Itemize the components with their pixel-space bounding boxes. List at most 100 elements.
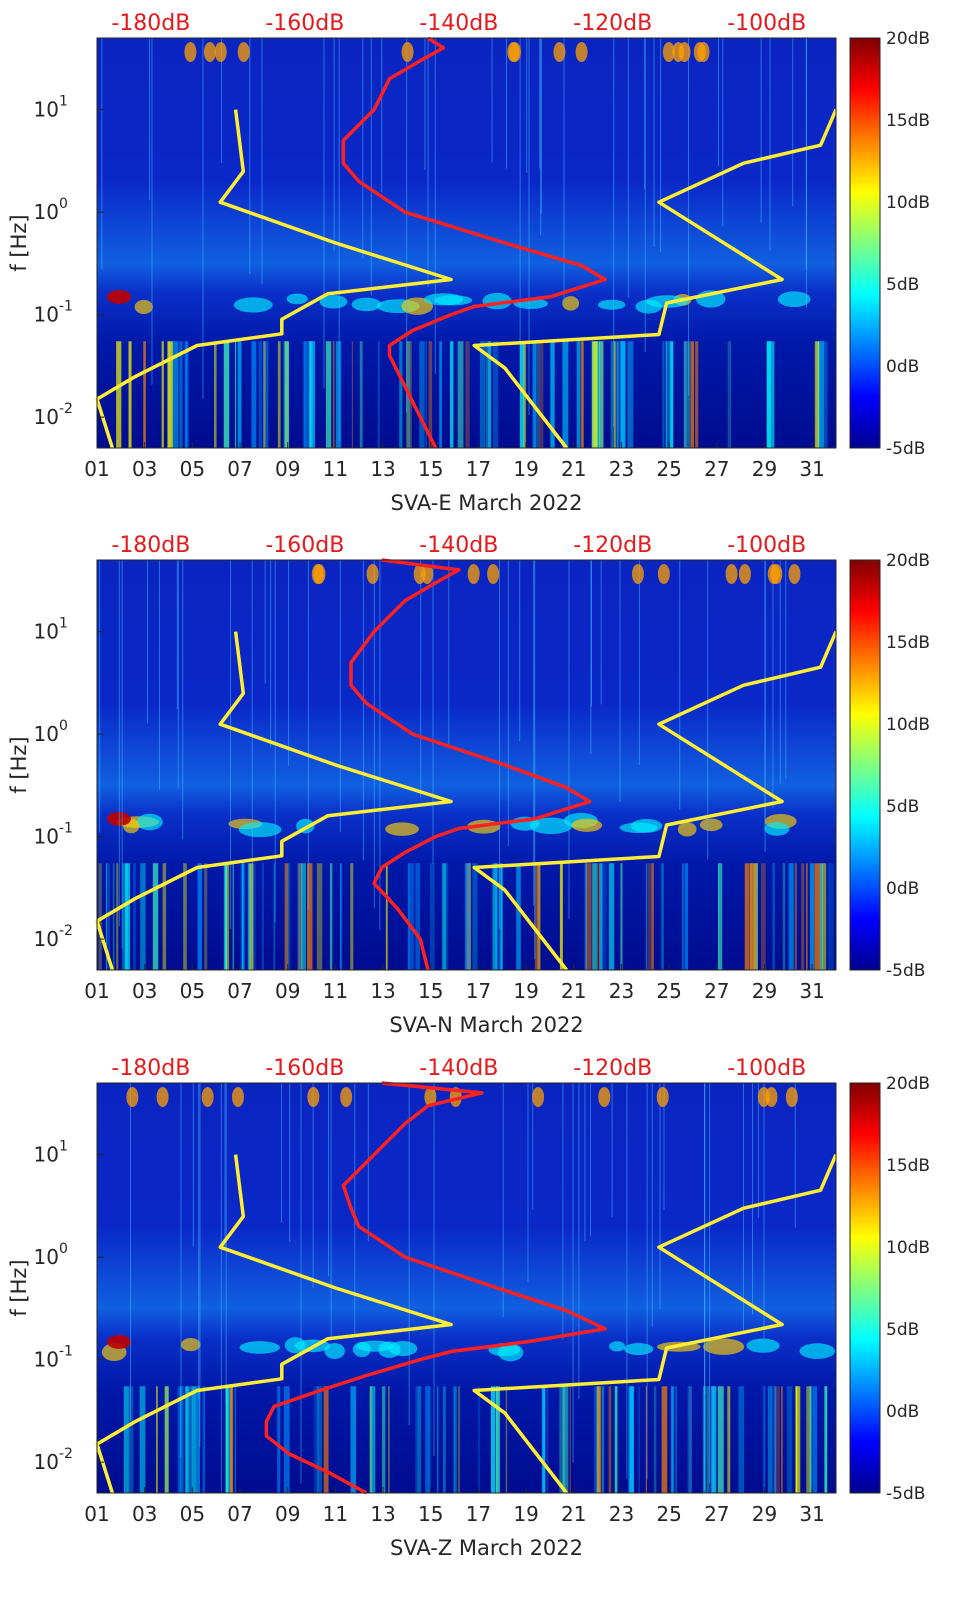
x-tick-label: 31 — [799, 979, 824, 1003]
top-db-tick-label: -140dB — [419, 533, 498, 558]
top-db-tick-label: -120dB — [573, 1056, 652, 1081]
colorbar-tick-label: 5dB — [886, 1320, 919, 1340]
spectrogram-streaks — [101, 1083, 836, 1493]
colorbar: 20dB 15dB 10dB 5dB 0dB -5dB — [849, 551, 930, 981]
colorbar-scale — [849, 1082, 881, 1494]
y-tick-exponent: -1 — [59, 821, 73, 837]
x-tick-label: 09 — [275, 457, 300, 481]
y-tick-exponent: -2 — [59, 923, 73, 939]
colorbar-tick-label: 20dB — [886, 29, 930, 49]
colorbar-tick-label: 10dB — [886, 1238, 930, 1258]
x-tick-label: 29 — [752, 1502, 777, 1526]
x-tick-label: 17 — [466, 1502, 491, 1526]
x-tick-label: 09 — [275, 1502, 300, 1526]
x-tick-label: 19 — [513, 457, 538, 481]
x-tick-label: 11 — [323, 457, 348, 481]
x-tick-label: 01 — [84, 457, 109, 481]
spectrogram-streaks — [101, 38, 828, 448]
noise-psd-curve — [349, 558, 592, 971]
y-tick-exponent: -1 — [59, 299, 73, 315]
y-tick-label: 10 — [34, 620, 59, 644]
x-tick-label: 09 — [275, 979, 300, 1003]
x-tick-label: 05 — [180, 457, 205, 481]
colorbar: 20dB 15dB 10dB 5dB 0dB -5dB — [849, 29, 930, 459]
top-db-tick-label: -160dB — [265, 533, 344, 558]
x-tick-label: 13 — [370, 979, 395, 1003]
x-tick-label: 07 — [227, 1502, 252, 1526]
top-db-axis: -180dB -160dB -140dB -120dB -100dB — [111, 533, 806, 558]
x-axis-label: SVA-E March 2022 — [391, 491, 583, 515]
x-tick-label: 27 — [704, 979, 729, 1003]
x-tick-label: 17 — [466, 457, 491, 481]
x-tick-label: 23 — [609, 979, 634, 1003]
x-tick-label: 27 — [704, 1502, 729, 1526]
x-tick-label: 19 — [513, 1502, 538, 1526]
model-curve-high — [472, 108, 838, 450]
y-tick-label: 10 — [34, 927, 59, 951]
noise-psd-curve — [264, 1081, 607, 1495]
y-tick-label: 10 — [34, 405, 59, 429]
x-axis: 01 03 05 07 09 11 13 15 17 19 21 23 25 27 29 31 — [84, 442, 825, 481]
x-tick-label: 07 — [227, 979, 252, 1003]
top-db-tick-label: -120dB — [573, 533, 652, 558]
noise-psd-curve — [341, 36, 607, 449]
x-tick-label: 11 — [323, 979, 348, 1003]
colorbar: 20dB 15dB 10dB 5dB 0dB -5dB — [849, 1074, 930, 1504]
x-tick-label: 01 — [84, 1502, 109, 1526]
x-tick-label: 21 — [561, 1502, 586, 1526]
y-tick-label: 10 — [34, 722, 59, 746]
top-db-tick-label: -160dB — [265, 11, 344, 36]
y-tick-label: 10 — [34, 98, 59, 122]
model-curve-high — [472, 630, 838, 972]
x-tick-label: 25 — [656, 979, 681, 1003]
x-tick-label: 13 — [370, 457, 395, 481]
colorbar-tick-label: 10dB — [886, 193, 930, 213]
colorbar-scale — [849, 37, 881, 449]
colorbar-tick-label: 0dB — [886, 1402, 919, 1422]
y-tick-exponent: 1 — [59, 616, 68, 632]
y-tick-label: 10 — [34, 200, 59, 224]
y-tick-label: 10 — [34, 1245, 59, 1269]
colorbar-tick-label: 10dB — [886, 715, 930, 735]
plot-frame — [96, 559, 837, 971]
colorbar-tick-label: 15dB — [886, 111, 930, 131]
x-axis: 01 03 05 07 09 11 13 15 17 19 21 23 25 27 29 31 — [84, 964, 825, 1003]
top-db-tick-label: -180dB — [111, 11, 190, 36]
y-tick-exponent: 0 — [59, 1241, 68, 1257]
x-axis: 01 03 05 07 09 11 13 15 17 19 21 23 25 27 29 31 — [84, 1487, 825, 1526]
model-curve-low — [95, 109, 453, 449]
colorbar-tick-label: 20dB — [886, 551, 930, 571]
colorbar-tick-label: 5dB — [886, 797, 919, 817]
top-db-tick-label: -100dB — [727, 11, 806, 36]
x-tick-label: 31 — [799, 457, 824, 481]
colorbar-tick-label: 20dB — [886, 1074, 930, 1094]
top-db-tick-label: -120dB — [573, 11, 652, 36]
x-tick-label: 05 — [180, 1502, 205, 1526]
y-tick-exponent: 0 — [59, 718, 68, 734]
colorbar-scale — [849, 559, 881, 971]
model-curve-low — [95, 631, 453, 971]
top-db-tick-label: -180dB — [111, 533, 190, 558]
top-db-axis: -180dB -160dB -140dB -120dB -100dB — [111, 1056, 806, 1081]
colorbar-tick-label: -5dB — [886, 961, 925, 981]
x-tick-label: 23 — [609, 1502, 634, 1526]
x-tick-label: 21 — [561, 457, 586, 481]
y-tick-label: 10 — [34, 303, 59, 327]
x-tick-label: 01 — [84, 979, 109, 1003]
top-db-tick-label: -140dB — [419, 1056, 498, 1081]
x-tick-label: 15 — [418, 1502, 443, 1526]
top-db-tick-label: -100dB — [727, 533, 806, 558]
x-tick-label: 21 — [561, 979, 586, 1003]
top-db-tick-label: -100dB — [727, 1056, 806, 1081]
spectrogram-field — [97, 38, 836, 448]
x-tick-label: 03 — [132, 1502, 157, 1526]
colorbar-tick-label: -5dB — [886, 439, 925, 459]
plot-frame — [96, 37, 837, 449]
y-tick-exponent: -1 — [59, 1344, 73, 1360]
